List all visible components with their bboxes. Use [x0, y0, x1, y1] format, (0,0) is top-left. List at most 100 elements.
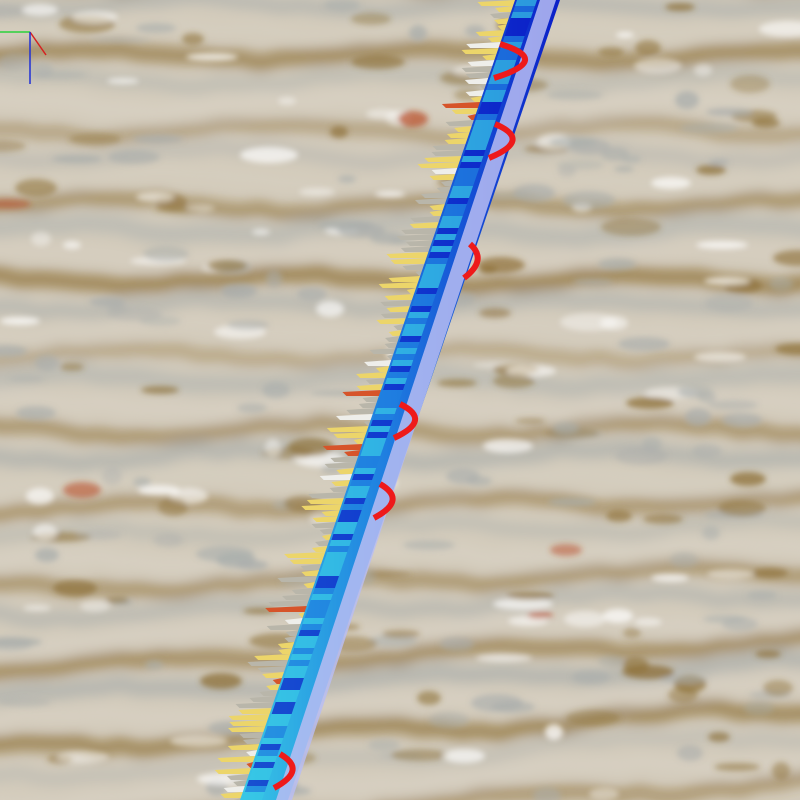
- amplitude-tick: [356, 372, 388, 378]
- amplitude-tick: [268, 600, 309, 606]
- seismic-blob: [665, 3, 695, 11]
- seismic-blob: [240, 147, 298, 163]
- amplitude-tick: [321, 510, 340, 516]
- seismic-blob: [718, 500, 766, 516]
- seismic-blob: [709, 159, 729, 165]
- tube-segment: [337, 516, 360, 522]
- seismic-reflector: [0, 117, 800, 144]
- amplitude-tick: [329, 486, 348, 492]
- seismic-blob: [473, 362, 527, 368]
- seismic-blob: [133, 135, 183, 143]
- tube-segment: [463, 150, 486, 156]
- tube-segment: [455, 174, 478, 180]
- amplitude-tick: [301, 570, 320, 576]
- tube-segment: [434, 234, 457, 240]
- seismic-blob: [730, 472, 766, 486]
- seismic-blob: [0, 697, 51, 707]
- seismic-blob: [696, 241, 748, 249]
- seismic-blob: [616, 32, 634, 38]
- seismic-blob: [479, 308, 511, 318]
- seismic-blob: [187, 204, 215, 212]
- tube-segment: [484, 90, 507, 96]
- amplitude-tick: [330, 456, 359, 462]
- amplitude-tick: [353, 438, 365, 444]
- seismic-blob: [80, 600, 110, 612]
- tube-segment: [259, 744, 282, 750]
- seismic-blob: [318, 220, 374, 230]
- tube-segment: [275, 696, 298, 702]
- seismic-blob: [105, 597, 129, 603]
- seismic-blob: [706, 108, 752, 116]
- tube-segment: [288, 660, 311, 666]
- seismic-blob: [763, 680, 793, 696]
- amplitude-tick: [380, 300, 412, 306]
- seismic-blob: [0, 140, 26, 152]
- amplitude-tick: [386, 354, 394, 360]
- amplitude-tick: [393, 324, 404, 330]
- tube-segment: [362, 444, 385, 450]
- tube-segment: [327, 546, 350, 552]
- seismic-blob: [72, 11, 118, 23]
- y-axis-icon: [29, 31, 47, 56]
- amplitude-tick: [272, 678, 282, 684]
- amplitude-tick: [214, 768, 251, 774]
- amplitude-tick: [429, 174, 456, 180]
- seismic-blob: [0, 637, 42, 647]
- tube-segment: [329, 540, 352, 546]
- tube-segment: [401, 330, 424, 336]
- amplitude-tick: [396, 234, 435, 240]
- tube-segment: [397, 342, 420, 348]
- amplitude-tick: [319, 474, 353, 480]
- amplitude-tick: [265, 606, 307, 612]
- seismic-blob: [297, 287, 327, 301]
- seismic-blob: [417, 691, 441, 705]
- amplitude-tick: [227, 744, 260, 750]
- tube-segment: [251, 768, 273, 774]
- seismic-blob: [668, 687, 698, 703]
- tube-segment: [504, 30, 527, 36]
- seismic-blob: [477, 257, 525, 273]
- amplitude-tick: [311, 546, 328, 552]
- seismic-blob: [0, 53, 33, 71]
- tube-segment: [469, 132, 492, 138]
- seismic-blob: [107, 78, 139, 84]
- tube-segment: [420, 276, 443, 282]
- amplitude-tick: [344, 450, 361, 456]
- seismic-blob: [623, 657, 649, 673]
- orientation-axes: [0, 31, 47, 84]
- seismic-blob: [563, 191, 615, 209]
- seismic-blob: [182, 33, 204, 45]
- seismic-reflector: [418, 772, 800, 800]
- tube-segment: [380, 390, 403, 396]
- seismic-reflector: [0, 700, 800, 757]
- amplitude-tick: [247, 660, 289, 666]
- tube-segment: [440, 216, 463, 222]
- seismic-blob: [566, 710, 620, 726]
- tube-segment: [271, 708, 294, 714]
- amplitude-tick: [388, 330, 402, 336]
- amplitude-tick: [285, 630, 299, 636]
- amplitude-tick: [376, 318, 406, 324]
- tube-segment: [461, 156, 484, 162]
- tube-segment: [298, 630, 321, 636]
- amplitude-tick: [461, 66, 493, 72]
- amplitude-tick: [410, 216, 441, 222]
- seismic-blob: [31, 232, 51, 246]
- tube-segment: [457, 168, 480, 174]
- seismic-blob: [440, 637, 474, 651]
- tube-segment: [488, 78, 511, 84]
- tube-segment: [428, 252, 451, 258]
- seismic-blob: [237, 403, 267, 413]
- seismic-blob: [680, 123, 738, 133]
- tube-segment: [265, 726, 288, 732]
- tube-segment: [515, 0, 537, 6]
- amplitude-tick: [385, 336, 400, 342]
- seismic-blob: [775, 343, 800, 355]
- seismic-blob: [207, 260, 247, 272]
- tube-segment: [246, 780, 269, 786]
- seismic-reflector: [0, 213, 800, 248]
- tube-segment: [319, 570, 342, 576]
- seismic-blob: [443, 749, 485, 763]
- amplitude-tick: [233, 780, 247, 786]
